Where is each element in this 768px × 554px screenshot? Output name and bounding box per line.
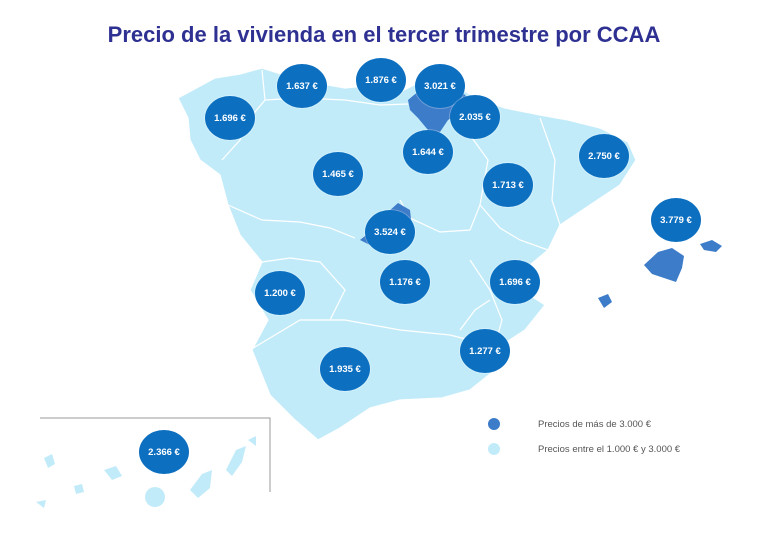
legend-label-normal: Precios entre el 1.000 € y 3.000 € (538, 443, 681, 455)
price-bubble-aragon: 1.713 € (483, 163, 533, 207)
price-bubble-cataluna: 2.750 € (579, 134, 629, 178)
legend-label-high: Precios de más de 3.000 € (538, 418, 652, 430)
mallorca-shape (644, 248, 684, 282)
price-bubble-castilla-la-mancha: 1.176 € (380, 260, 430, 304)
menorca-shape (700, 240, 722, 252)
price-bubble-la-rioja: 1.644 € (403, 130, 453, 174)
mainland-shape (177, 67, 637, 441)
region-borders (221, 69, 561, 351)
ibiza-shape (598, 294, 612, 308)
canarias-inset-frame (40, 417, 271, 492)
legend-item-normal: Precios entre el 1.000 € y 3.000 € (488, 443, 680, 455)
legend-item-high: Precios de más de 3.000 € (488, 418, 651, 430)
price-bubble-murcia: 1.277 € (460, 329, 510, 373)
price-bubble-andalucia: 1.935 € (320, 347, 370, 391)
price-bubble-cantabria: 1.876 € (356, 58, 406, 102)
price-bubble-canarias: 2.366 € (139, 430, 189, 474)
price-bubble-baleares: 3.779 € (651, 198, 701, 242)
price-bubble-comunidad-valenciana: 1.696 € (490, 260, 540, 304)
price-bubble-madrid: 3.524 € (365, 210, 415, 254)
price-bubble-galicia: 1.696 € (205, 96, 255, 140)
canarias-islands (36, 436, 256, 508)
legend-swatch-high (488, 418, 500, 430)
price-bubble-extremadura: 1.200 € (255, 271, 305, 315)
price-bubble-asturias: 1.637 € (277, 64, 327, 108)
price-bubble-castilla-y-leon: 1.465 € (313, 152, 363, 196)
map-title: Precio de la vivienda en el tercer trime… (107, 22, 661, 47)
legend-swatch-normal (488, 443, 500, 455)
price-bubble-navarra: 2.035 € (450, 95, 500, 139)
